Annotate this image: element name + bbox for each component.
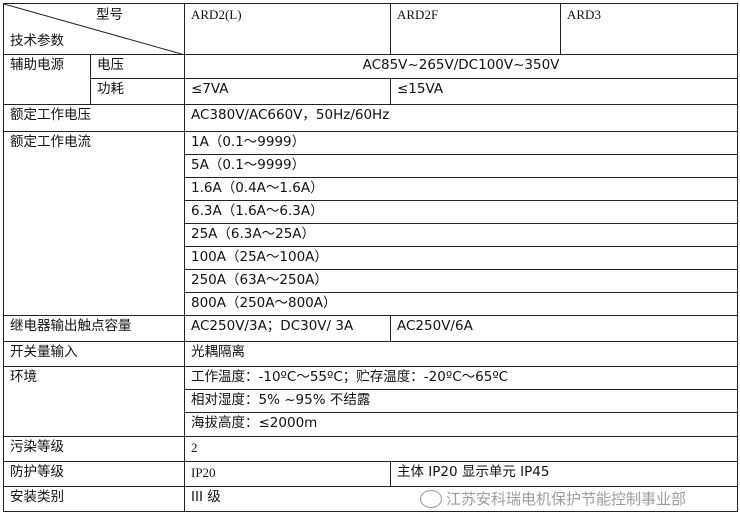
- model-ard2f: ARD2F: [390, 3, 561, 55]
- environment-value: 相对湿度：5% ~95% 不结露: [184, 389, 738, 413]
- protection-label: 防护等级: [3, 461, 185, 487]
- protection-value-2: 主体 IP20 显示单元 IP45: [397, 464, 550, 480]
- rated-current-value: 1.6A（0.4A～1.6A）: [184, 177, 738, 201]
- switch-input-value: 光耦隔离: [184, 341, 738, 367]
- relay-value-1: AC250V/3A；DC30V/ 3A: [184, 315, 391, 342]
- rated-voltage-value: AC380V/AC660V，50Hz/60Hz: [184, 104, 738, 132]
- wechat-icon: [420, 490, 442, 508]
- rated-current-label: 额定工作电流: [3, 131, 185, 316]
- pollution-label: 污染等级: [3, 436, 185, 462]
- protection-value-1: IP20: [184, 461, 391, 487]
- header-diagonal-cell: 型号 技术参数: [3, 3, 185, 55]
- install-value-cell: III 级: [184, 486, 738, 512]
- watermark: 江苏安科瑞电机保护节能控制事业部: [420, 490, 686, 508]
- model-ard2l: ARD2(L): [184, 3, 391, 55]
- power-value-1: ≤7VA: [184, 78, 391, 105]
- rated-current-value: 100A（25A～100A）: [184, 246, 738, 270]
- environment-value: 工作温度：-10ºC～55ºC；贮存温度：-20ºC～65ºC: [184, 366, 738, 390]
- environment-value: 海拔高度：≤2000m: [184, 412, 738, 437]
- relay-label: 继电器输出触点容量: [3, 315, 185, 342]
- rated-current-value: 25A（6.3A～25A）: [184, 223, 738, 247]
- spec-table: 型号 技术参数 ARD2(L) ARD2F ARD3 辅助电源 电压 AC85V…: [3, 3, 738, 512]
- diagonal-line: [4, 4, 182, 54]
- aux-power-label: 辅助电源: [3, 54, 91, 105]
- install-label: 安装类别: [3, 486, 185, 512]
- rated-current-value: 250A（63A～250A）: [184, 269, 738, 293]
- param-label: 技术参数: [10, 33, 64, 49]
- switch-input-label: 开关量输入: [3, 341, 185, 367]
- watermark-text: 江苏安科瑞电机保护节能控制事业部: [446, 490, 687, 508]
- voltage-value: AC85V~265V/DC100V~350V: [184, 54, 738, 79]
- environment-label: 环境: [3, 366, 185, 437]
- rated-current-value: 6.3A（1.6A～6.3A）: [184, 200, 738, 224]
- install-value: III 级: [191, 489, 221, 505]
- rated-voltage-label: 额定工作电压: [3, 104, 185, 132]
- model-ard3: ARD3: [560, 3, 738, 55]
- power-label: 功耗: [90, 78, 185, 105]
- power-value-2: ≤15VA: [390, 78, 738, 105]
- pollution-value: 2: [184, 436, 738, 462]
- protection-value-cell: 主体 IP20 显示单元 IP45: [390, 461, 738, 487]
- voltage-label: 电压: [90, 54, 185, 79]
- relay-value-2: AC250V/6A: [390, 315, 738, 342]
- rated-current-value: 5A（0.1～9999）: [184, 154, 738, 178]
- rated-current-value: 800A（250A～800A）: [184, 292, 738, 316]
- rated-current-value: 1A（0.1～9999）: [184, 131, 738, 155]
- model-label: 型号: [96, 7, 123, 23]
